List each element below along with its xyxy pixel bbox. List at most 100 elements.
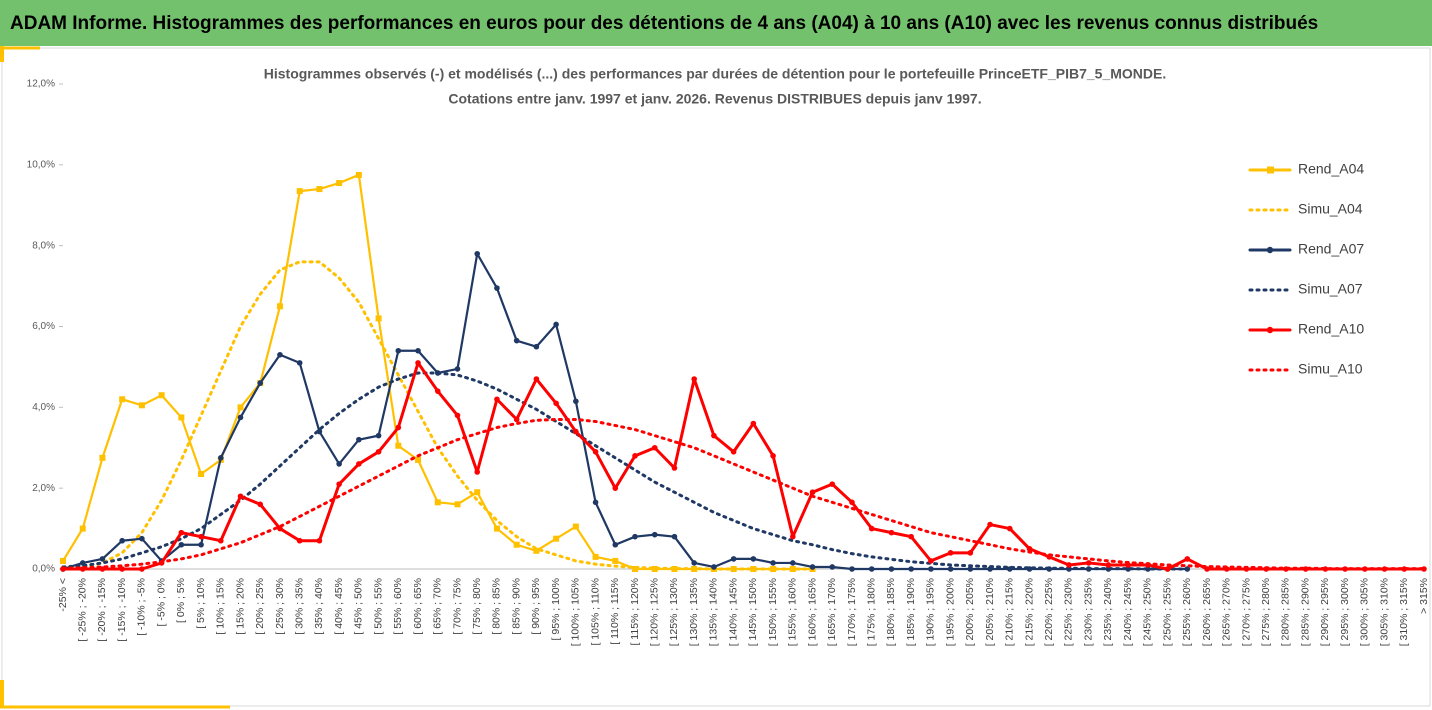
data-point — [296, 360, 303, 366]
data-point — [533, 547, 540, 554]
data-point — [178, 529, 185, 536]
data-point — [671, 566, 678, 572]
data-point — [493, 525, 500, 532]
data-point — [573, 428, 579, 435]
x-tick-label: [ 170% ; 175% — [846, 578, 858, 646]
x-tick-label: [ -10% ; -5% — [136, 578, 148, 636]
legend-marker — [1267, 166, 1274, 174]
data-point — [513, 416, 520, 423]
x-tick-label: [ 70% ; 75% — [451, 578, 463, 635]
chart-frame — [1, 47, 1431, 707]
x-tick-label: [ 175% ; 180% — [865, 578, 877, 646]
x-tick-label: [ 130% ; 135% — [688, 578, 700, 646]
data-point — [494, 396, 500, 403]
x-tick-label: [ 180% ; 185% — [885, 578, 897, 646]
x-tick-label: [ 45% ; 50% — [353, 578, 365, 635]
data-point — [198, 533, 204, 540]
data-point — [158, 392, 165, 399]
series-line — [61, 371, 1189, 571]
data-point — [612, 557, 619, 564]
data-point — [809, 489, 816, 496]
data-point — [967, 566, 974, 572]
data-point — [454, 501, 461, 508]
x-tick-label: [ 10% ; 15% — [215, 578, 227, 635]
data-point — [691, 560, 697, 566]
x-tick-label: [ 195% ; 200% — [944, 578, 956, 646]
x-tick-label: [ 285% ; 290% — [1299, 578, 1311, 646]
x-tick-label: [ 230% ; 235% — [1082, 578, 1094, 646]
data-point — [790, 560, 796, 566]
data-point — [257, 380, 264, 386]
x-tick-label: [ 210% ; 215% — [1004, 578, 1016, 646]
data-point — [138, 402, 145, 409]
data-point — [750, 566, 757, 572]
data-point — [592, 448, 599, 455]
data-point — [99, 454, 106, 461]
data-point — [494, 285, 500, 291]
series-line — [61, 361, 1426, 571]
data-point — [730, 448, 737, 455]
x-tick-label: [ 125% ; 130% — [668, 578, 680, 646]
x-tick-label: [ 150% ; 155% — [767, 578, 779, 646]
data-point — [355, 171, 362, 178]
x-tick-label: [ 305% ; 310% — [1378, 578, 1390, 646]
data-point — [770, 453, 776, 459]
data-point — [868, 566, 875, 572]
legend-label: Simu_A04 — [1298, 201, 1363, 217]
data-point — [217, 537, 224, 544]
x-tick-label: [ 270% ; 275% — [1240, 578, 1252, 646]
data-point — [415, 360, 421, 366]
x-tick-label: [ 50% ; 55% — [372, 578, 384, 635]
data-point — [553, 321, 559, 328]
legend-label: Rend_A07 — [1298, 241, 1364, 257]
legend-label: Simu_A07 — [1298, 281, 1363, 297]
data-point — [987, 521, 993, 528]
data-point — [592, 499, 599, 506]
data-point — [651, 531, 658, 538]
data-point — [336, 461, 342, 467]
legend-marker — [1266, 246, 1274, 254]
data-point — [730, 556, 737, 562]
x-tick-label: [ 20% ; 25% — [254, 578, 266, 635]
data-point — [237, 404, 244, 411]
x-tick-label: [ 90% ; 95% — [530, 578, 542, 635]
series-line — [61, 417, 1426, 571]
x-tick-label: [ 165% ; 170% — [826, 578, 838, 646]
data-point — [375, 432, 382, 439]
x-tick-label: [ 105% ; 110% — [589, 578, 601, 646]
x-tick-label: [ -25% ; -20% — [77, 578, 89, 642]
chart-title: Histogrammes observés (-) et modélisés (… — [264, 66, 1166, 82]
data-point — [928, 566, 934, 572]
data-point — [790, 533, 796, 540]
data-point — [1184, 556, 1191, 562]
x-tick-label: [ 95% ; 100% — [550, 578, 562, 640]
x-tick-label: [ 260% ; 265% — [1201, 578, 1213, 646]
x-tick-label: [ 300% ; 305% — [1359, 578, 1371, 646]
x-tick-label: [ 215% ; 220% — [1023, 578, 1035, 646]
data-point — [1006, 525, 1013, 532]
x-tick-label: [ 155% ; 160% — [787, 578, 799, 646]
data-point — [947, 566, 954, 572]
legend-marker — [1266, 326, 1274, 334]
x-tick-label: > 315% — [1418, 578, 1430, 614]
data-point — [711, 432, 717, 439]
data-point — [119, 537, 125, 544]
data-point — [1164, 566, 1171, 572]
x-tick-label: [ 55% ; 60% — [392, 578, 404, 635]
y-tick-label: 2,0% — [32, 483, 55, 494]
data-point — [829, 481, 836, 487]
x-tick-label: [ 240% ; 245% — [1122, 578, 1134, 646]
data-point — [671, 533, 678, 540]
data-point — [237, 493, 244, 500]
x-tick-label: [ 80% ; 85% — [491, 578, 503, 635]
data-point — [553, 400, 559, 407]
x-tick-label: [ -5% ; 0% — [155, 578, 167, 626]
data-point — [395, 442, 402, 449]
data-point — [651, 444, 658, 451]
data-point — [592, 553, 599, 560]
data-point — [139, 566, 145, 572]
data-point — [276, 303, 283, 310]
x-tick-label: [ 295% ; 300% — [1339, 578, 1351, 646]
x-tick-label: [ 15% ; 20% — [234, 578, 246, 635]
